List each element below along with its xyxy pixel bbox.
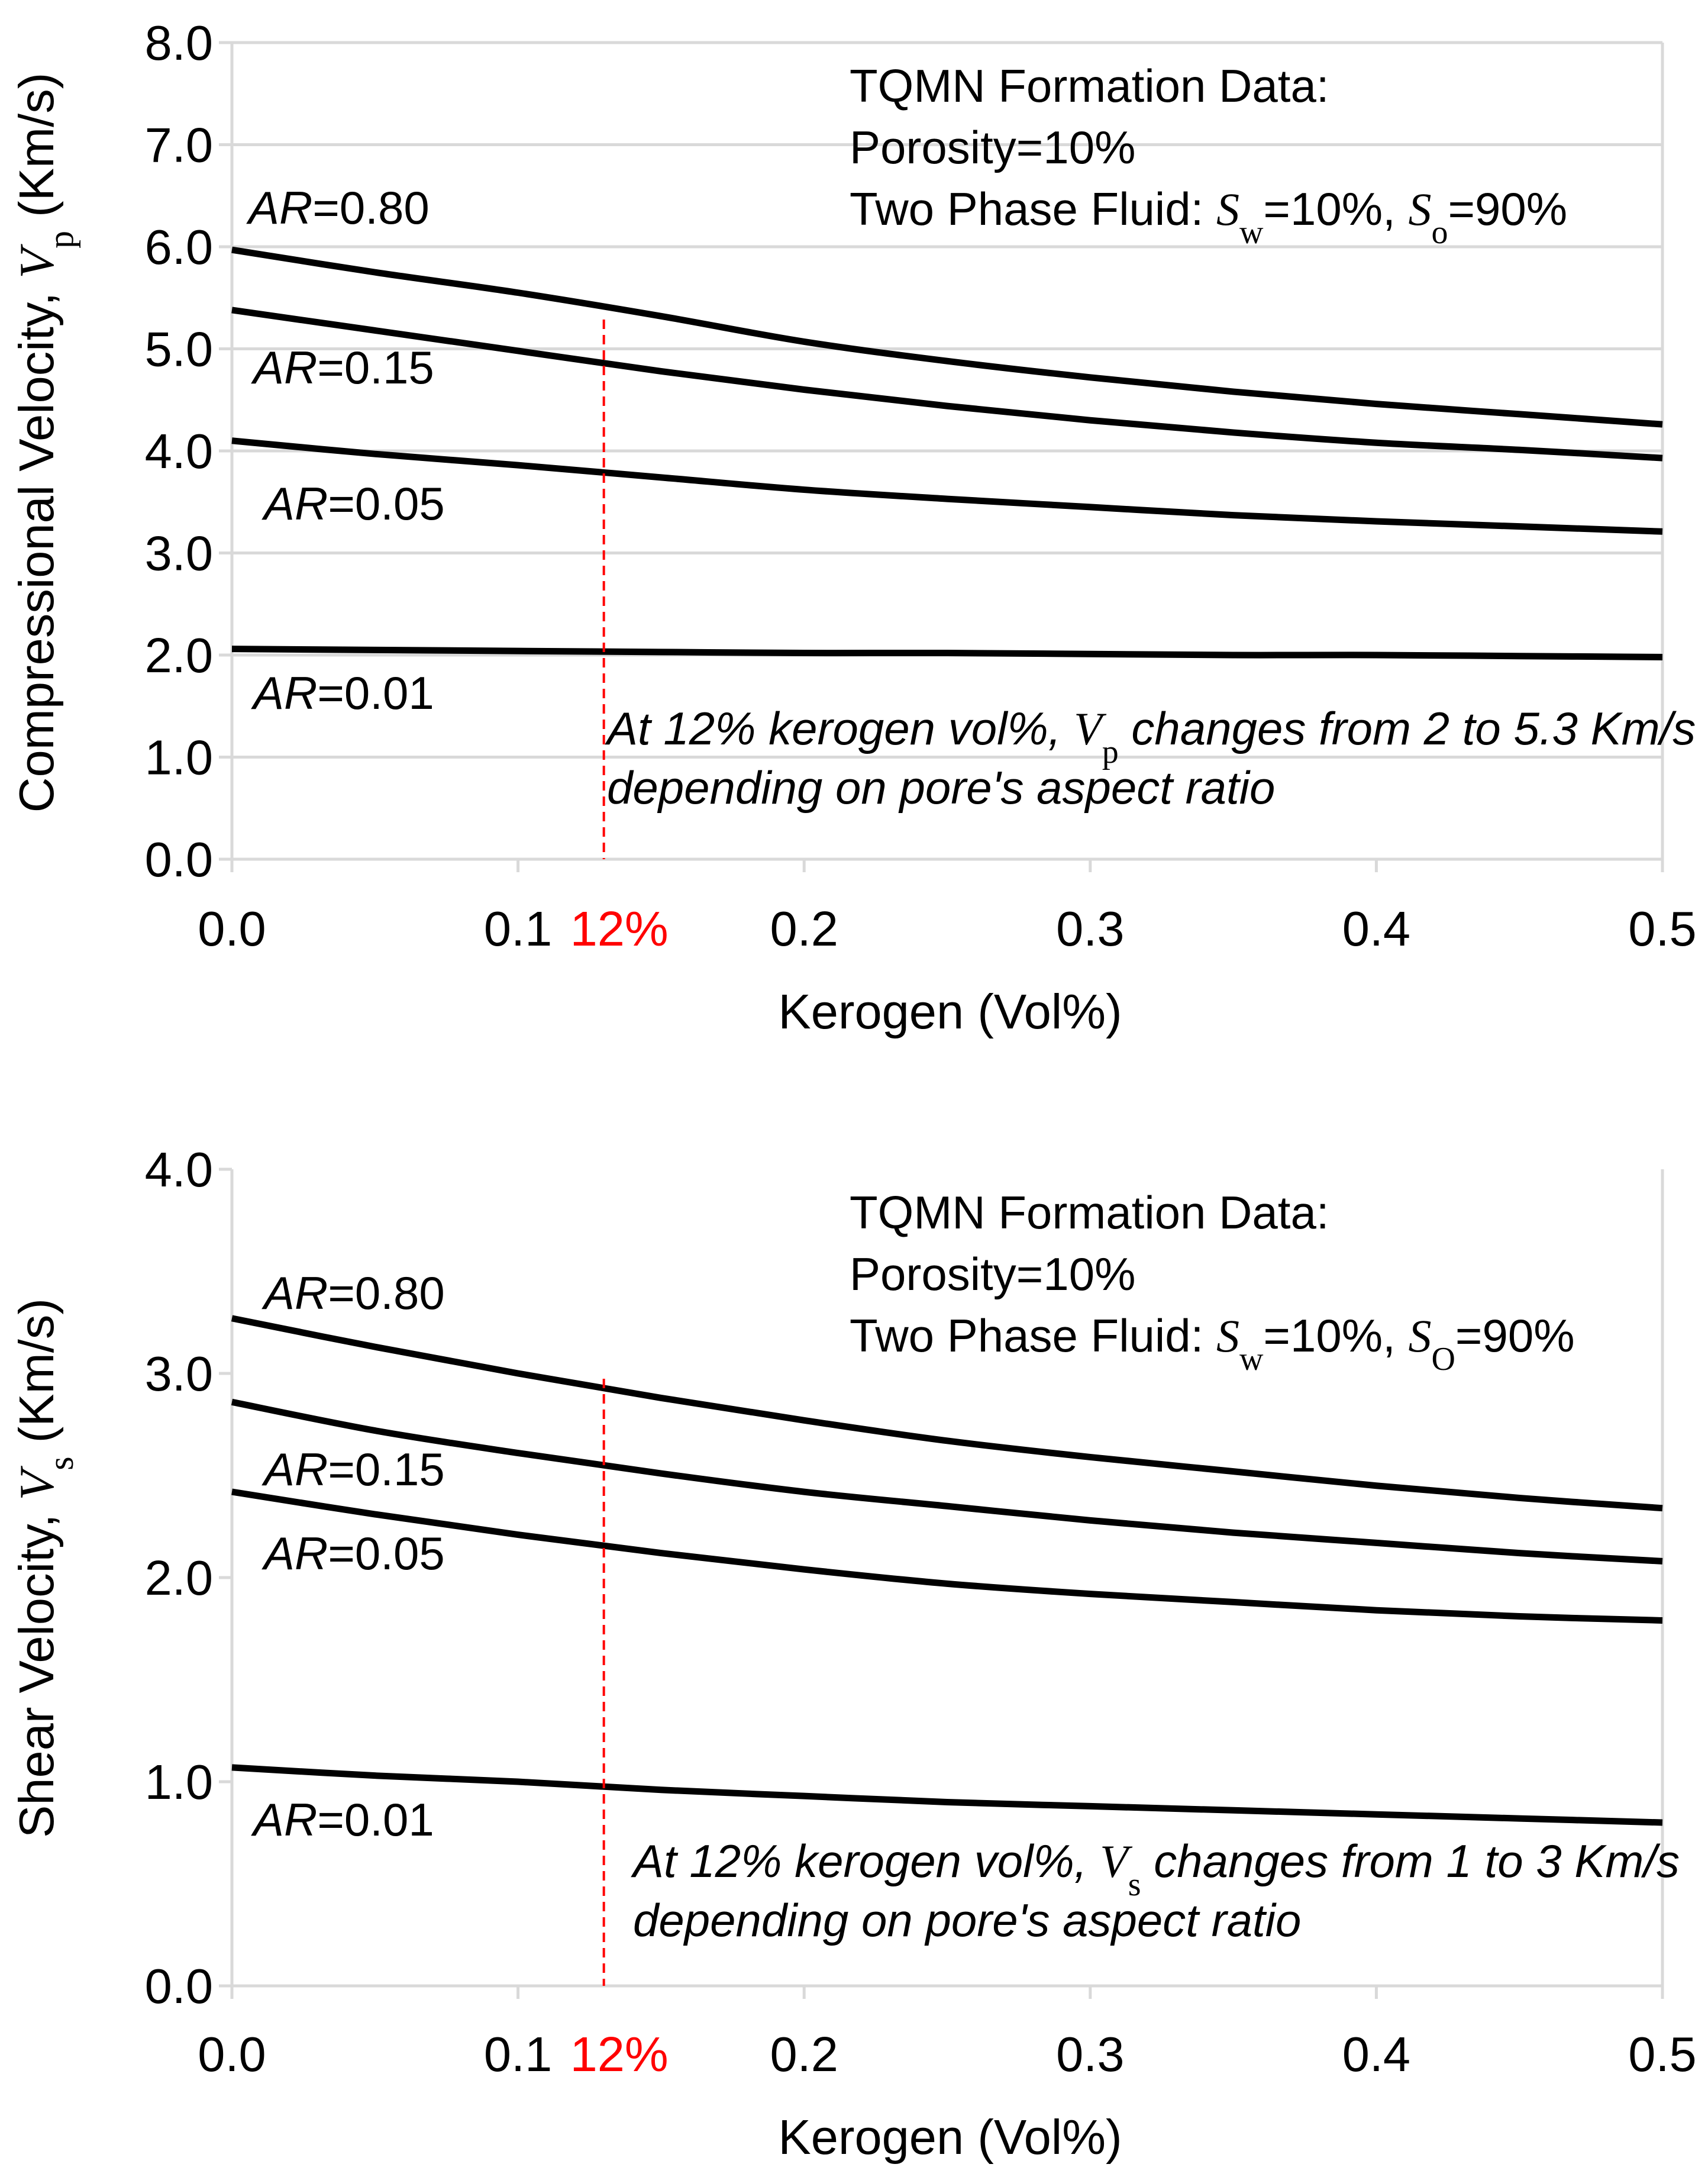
vp-x-tick-labels: 0.0 0.1 0.2 0.3 0.4 0.5 (198, 901, 1696, 956)
vs-info-porosity: Porosity=10% (850, 1248, 1135, 1300)
vp-x-tick-label: 0.1 (484, 901, 552, 956)
vs-y-tick-label: 1.0 (145, 1754, 213, 1810)
vp-label-ar005: AR=0.05 (261, 478, 445, 530)
vp-series-ar015 (231, 307, 1663, 462)
vp-info-title: TQMN Formation Data: (850, 60, 1329, 112)
vp-info-fluid: Two Phase Fluid: Sw=10%, So=90% (850, 183, 1567, 251)
vp-series-ar001 (231, 646, 1663, 660)
vs-y-axis-label: Shear Velocity, Vs (Km/s) (9, 1298, 80, 1838)
vp-chart: 0.0 0.1 0.2 0.3 0.4 0.5 0.0 1.0 2.0 3.0 4.0 5.0 6.0… (9, 15, 1697, 1039)
vp-y-tick-label: 3.0 (145, 526, 213, 581)
vs-x-tick-label: 0.1 (484, 2027, 552, 2082)
vs-series-ar005 (231, 1488, 1663, 1624)
vp-y-tick-label: 5.0 (145, 322, 213, 377)
vs-x-tick-label: 0.3 (1056, 2027, 1124, 2082)
vs-series-ar015 (231, 1398, 1663, 1565)
vp-x-tick-label: 0.3 (1056, 901, 1124, 956)
vp-y-tick-labels: 0.0 1.0 2.0 3.0 4.0 5.0 6.0 7.0 8.0 (145, 15, 213, 887)
vs-label-ar015: AR=0.15 (261, 1443, 445, 1495)
vp-x-tick-label: 0.5 (1628, 901, 1696, 956)
vs-x-tick-label: 0.2 (770, 2027, 838, 2082)
vs-label-ar080: AR=0.80 (261, 1267, 445, 1319)
vp-y-tick-label: 4.0 (145, 424, 213, 479)
vp-note-line2: depending on pore's aspect ratio (607, 762, 1275, 814)
vp-note-line1: At 12% kerogen vol%, Vp changes from 2 t… (605, 702, 1696, 770)
vp-x-axis-label: Kerogen (Vol%) (778, 984, 1122, 1039)
vs-label-ar005: AR=0.05 (261, 1527, 445, 1579)
vp-y-tick-label: 8.0 (145, 15, 213, 70)
vs-y-tick-labels: 0.0 1.0 2.0 3.0 4.0 (145, 1142, 213, 2014)
vp-y-tick-label: 7.0 (145, 118, 213, 173)
vp-series-ar080 (231, 246, 1663, 428)
vp-axes (219, 41, 1664, 872)
vp-x-tick-label: 0.2 (770, 901, 838, 956)
vp-label-ar001: AR=0.01 (251, 667, 434, 719)
vs-y-tick-label: 2.0 (145, 1550, 213, 1605)
vs-note-line1: At 12% kerogen vol%, Vs changes from 1 t… (631, 1835, 1680, 1903)
vs-x-tick-label: 0.5 (1628, 2027, 1696, 2082)
vp-series (231, 246, 1663, 660)
vs-label-ar001: AR=0.01 (251, 1794, 434, 1846)
vs-marker-label: 12% (570, 2027, 669, 2082)
vs-series (231, 1315, 1663, 1826)
vp-x-tick-label: 0.4 (1342, 901, 1410, 956)
vs-series-ar001 (231, 1764, 1663, 1826)
vs-series-ar080 (231, 1315, 1663, 1512)
vs-y-tick-label: 3.0 (145, 1346, 213, 1401)
vp-info-porosity: Porosity=10% (850, 121, 1135, 173)
vs-note-line2: depending on pore's aspect ratio (633, 1894, 1301, 1946)
vs-y-tick-label: 0.0 (145, 1959, 213, 2014)
vs-x-tick-label: 0.0 (198, 2027, 266, 2082)
vs-y-tick-label: 4.0 (145, 1142, 213, 1197)
vs-x-tick-labels: 0.0 0.1 0.2 0.3 0.4 0.5 (198, 2027, 1696, 2082)
vp-y-tick-label: 2.0 (145, 628, 213, 683)
vp-x-tick-label: 0.0 (198, 901, 266, 956)
vs-axes (219, 1167, 1664, 1999)
vp-gridlines (232, 41, 1662, 759)
vp-y-tick-label: 6.0 (145, 220, 213, 275)
vs-x-axis-label: Kerogen (Vol%) (778, 2110, 1122, 2165)
vp-y-tick-label: 0.0 (145, 832, 213, 887)
vp-label-ar080: AR=0.80 (246, 182, 430, 234)
vs-x-tick-label: 0.4 (1342, 2027, 1410, 2082)
vs-info-title: TQMN Formation Data: (850, 1186, 1329, 1239)
vp-marker-label: 12% (570, 901, 669, 956)
vp-label-ar015: AR=0.15 (251, 341, 434, 394)
vp-series-ar005 (231, 437, 1663, 535)
vs-info-fluid: Two Phase Fluid: Sw=10%, SO=90% (850, 1310, 1575, 1378)
vs-chart: 0.0 0.1 0.2 0.3 0.4 0.5 0.0 1.0 2.0 3.0 4.0 12% K… (9, 1142, 1697, 2165)
vp-y-axis-label: Compressional Velocity, Vp (Km/s) (9, 73, 80, 813)
vp-y-tick-label: 1.0 (145, 730, 213, 785)
